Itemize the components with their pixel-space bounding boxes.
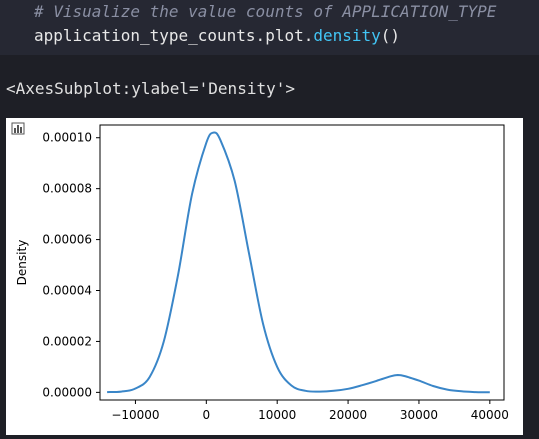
x-tick-label: 20000 bbox=[329, 408, 367, 422]
bar-chart-icon[interactable] bbox=[11, 121, 25, 135]
x-tick-label: −10000 bbox=[111, 408, 159, 422]
output-repr: <AxesSubplot:ylabel='Density'> bbox=[6, 79, 295, 98]
y-tick-label: 0.00008 bbox=[42, 182, 92, 196]
code-cell-input[interactable]: # Visualize the value counts of APPLICAT… bbox=[0, 0, 539, 55]
y-tick-label: 0.00002 bbox=[42, 334, 92, 348]
density-line bbox=[107, 131, 490, 394]
plot-output: −10000 0 10000 20000 30000 40000 0.00000 0.0000… bbox=[6, 118, 523, 435]
x-tick-label: 0 bbox=[202, 408, 210, 422]
y-tick-label: 0.00004 bbox=[42, 284, 92, 298]
y-axis-label: Density bbox=[15, 240, 29, 286]
code-comment: # Visualize the value counts of APPLICAT… bbox=[34, 2, 497, 21]
code-line: application_type_counts.plot.density() bbox=[34, 26, 400, 45]
x-tick-label: 30000 bbox=[400, 408, 438, 422]
y-tick-label: 0.00006 bbox=[42, 233, 92, 247]
y-tick-label: 0.00000 bbox=[42, 385, 92, 399]
axes-frame bbox=[99, 124, 505, 401]
y-tick-label: 0.00010 bbox=[42, 131, 92, 145]
code-object: application_type_counts.plot. bbox=[34, 26, 314, 45]
code-call-parens: () bbox=[380, 26, 401, 45]
density-chart: −10000 0 10000 20000 30000 40000 0.00000 0.0000… bbox=[15, 124, 509, 422]
x-tick-label: 40000 bbox=[471, 408, 509, 422]
code-function: density bbox=[313, 26, 381, 45]
x-tick-label: 10000 bbox=[258, 408, 296, 422]
